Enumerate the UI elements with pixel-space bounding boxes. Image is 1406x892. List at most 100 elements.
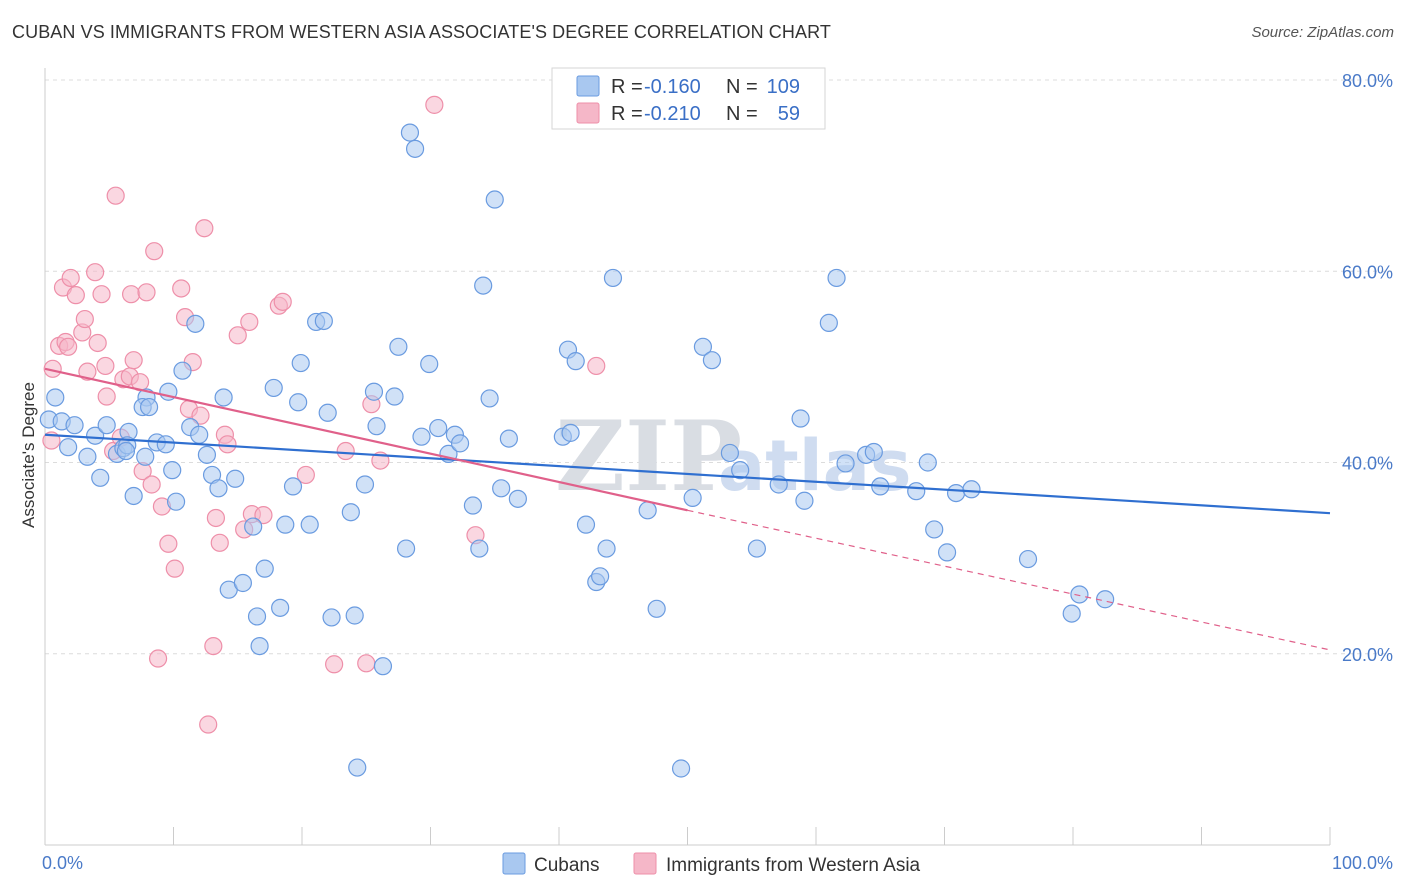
data-points	[39, 95, 1115, 778]
point-series0-80	[576, 515, 596, 534]
bottom-legend-label-cubans: Cubans	[534, 855, 600, 876]
point-series0-68	[463, 496, 483, 515]
point-series1-38	[199, 715, 218, 734]
point-series1-28	[148, 649, 168, 668]
point-series0-48	[318, 403, 337, 422]
point-series0-90	[702, 351, 722, 370]
trend-line-dashed-series1	[687, 509, 1331, 651]
point-series0-59	[396, 539, 416, 558]
point-series0-53	[355, 475, 375, 494]
point-series0-35	[244, 517, 263, 536]
point-series0-3	[59, 438, 78, 457]
point-series0-84	[603, 268, 623, 288]
point-series0-73	[492, 479, 511, 498]
point-series1-26	[142, 475, 161, 494]
bottom-legend-swatch-cubans	[502, 852, 526, 875]
point-series0-27	[190, 425, 209, 444]
point-series0-64	[429, 418, 448, 438]
point-series0-106	[937, 543, 957, 562]
point-series0-95	[791, 409, 810, 428]
legend-n-label-1: N =	[726, 76, 758, 98]
point-series0-110	[1062, 604, 1081, 623]
point-series0-85	[638, 501, 657, 520]
y-tick-label-2: 60.0%	[1342, 262, 1393, 282]
point-series0-62	[412, 427, 431, 446]
point-series1-37	[195, 219, 214, 238]
legend-n-label-2: N =	[726, 103, 758, 125]
point-series0-69	[470, 539, 489, 558]
point-series0-42	[283, 477, 303, 496]
point-series1-52	[325, 655, 344, 674]
trend-line-series1	[44, 367, 688, 512]
point-series1-48	[254, 505, 273, 525]
point-series0-86	[647, 599, 666, 618]
point-series0-14	[124, 486, 143, 506]
point-series0-74	[499, 429, 518, 448]
bottom-legend-swatch-western-asia	[633, 852, 657, 875]
legend-swatch-cubans	[576, 75, 600, 97]
x-tick-labels: 0.0% 100.0%	[42, 853, 1393, 873]
point-series0-37	[250, 636, 269, 656]
point-series0-93	[747, 539, 766, 558]
point-series1-10	[78, 362, 97, 381]
point-series1-41	[210, 533, 229, 552]
point-series0-1	[46, 388, 65, 407]
point-series0-34	[233, 573, 252, 593]
legend-r-label-2: R =	[611, 103, 643, 125]
point-series1-14	[96, 356, 115, 376]
point-series0-78	[561, 423, 580, 442]
stats-legend: R = -0.160 N = 109 R = -0.210 N = 59	[551, 67, 826, 130]
point-series1-27	[145, 242, 164, 261]
point-series0-54	[364, 382, 384, 401]
point-series0-33	[226, 469, 245, 488]
point-series1-21	[121, 285, 141, 304]
point-series0-57	[385, 387, 404, 406]
point-series0-87	[671, 759, 691, 778]
point-series1-15	[97, 387, 116, 406]
point-series0-24	[173, 361, 192, 380]
point-series0-8	[97, 416, 116, 435]
point-series0-7	[91, 468, 110, 487]
point-series0-50	[341, 503, 360, 522]
legend-r-value-1: -0.160	[644, 76, 701, 98]
y-tick-label-3: 80.0%	[1342, 71, 1393, 91]
point-series0-91	[720, 443, 740, 463]
point-series0-4	[65, 416, 84, 435]
point-series1-13	[92, 285, 111, 304]
point-series1-43	[218, 435, 237, 454]
point-series1-36	[191, 406, 210, 425]
point-series0-47	[314, 311, 333, 331]
legend-n-value-2: 59	[778, 103, 800, 125]
point-series1-53	[336, 441, 355, 461]
point-series0-22	[163, 461, 182, 480]
point-series1-46	[240, 312, 259, 332]
point-series1-12	[88, 333, 107, 353]
point-series1-25	[137, 283, 156, 302]
y-tick-label-1: 40.0%	[1342, 454, 1393, 474]
point-series0-63	[420, 354, 439, 374]
point-series0-55	[367, 417, 386, 436]
point-series0-72	[485, 190, 504, 209]
point-series0-60	[400, 123, 420, 142]
bottom-legend-label-western-asia: Immigrants from Western Asia	[666, 855, 921, 876]
point-series0-20	[156, 435, 175, 454]
axes	[44, 68, 1331, 846]
point-series1-22	[124, 351, 143, 370]
point-series0-103	[907, 482, 926, 501]
legend-r-label-1: R =	[611, 76, 643, 98]
point-series0-15	[136, 447, 155, 466]
x-tick-label-0: 0.0%	[42, 853, 83, 873]
point-series0-107	[946, 484, 966, 503]
point-series0-105	[925, 520, 944, 539]
point-series1-9	[75, 309, 94, 329]
point-series0-49	[322, 608, 341, 627]
y-tick-label-0: 20.0%	[1342, 645, 1393, 665]
legend-swatch-western-asia	[576, 102, 600, 124]
point-series0-67	[450, 434, 470, 453]
point-series0-82	[591, 567, 610, 586]
point-series0-88	[683, 488, 702, 507]
point-series0-6	[86, 426, 105, 445]
point-series1-40	[206, 508, 226, 528]
y-tick-labels: 20.0% 40.0% 60.0% 80.0%	[1342, 71, 1393, 665]
point-series1-11	[86, 263, 105, 282]
